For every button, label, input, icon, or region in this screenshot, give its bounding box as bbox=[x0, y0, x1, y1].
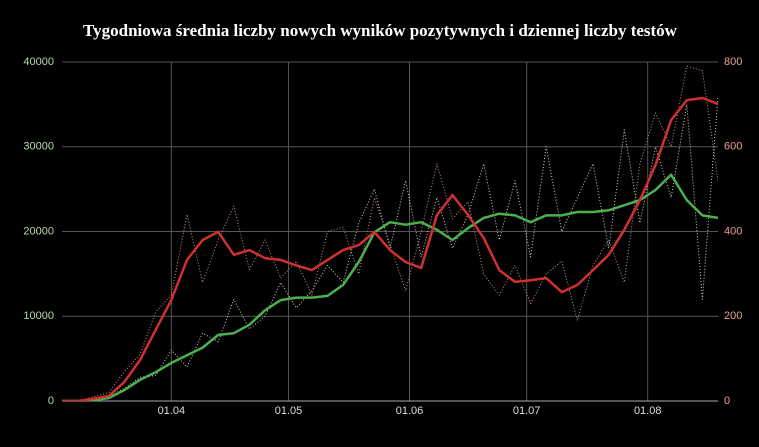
average-line bbox=[62, 96, 718, 401]
x-tick-label: 01.04 bbox=[158, 405, 186, 417]
x-tick-label: 01.05 bbox=[275, 405, 303, 417]
y-tick-label: 0 bbox=[48, 395, 54, 407]
y2-tick-label: 0 bbox=[724, 395, 730, 407]
x-tick-label: 01.07 bbox=[513, 405, 541, 417]
y2-tick-label: 200 bbox=[724, 310, 742, 322]
y-tick-label: 40000 bbox=[23, 56, 54, 68]
plot-area bbox=[62, 65, 718, 401]
x-tick-label: 01.08 bbox=[634, 405, 662, 417]
chart-title: Tygodniowa średnia liczby nowych wyników… bbox=[83, 21, 678, 40]
y2-tick-label: 400 bbox=[724, 225, 742, 237]
y-tick-label: 10000 bbox=[23, 310, 54, 322]
y-tick-label: 30000 bbox=[23, 141, 54, 153]
y-tick-label: 20000 bbox=[23, 225, 54, 237]
average-line bbox=[62, 173, 718, 401]
y2-tick-label: 600 bbox=[724, 141, 742, 153]
daily-line bbox=[62, 65, 718, 401]
x-tick-label: 01.06 bbox=[396, 405, 424, 417]
y2-tick-label: 800 bbox=[724, 56, 742, 68]
